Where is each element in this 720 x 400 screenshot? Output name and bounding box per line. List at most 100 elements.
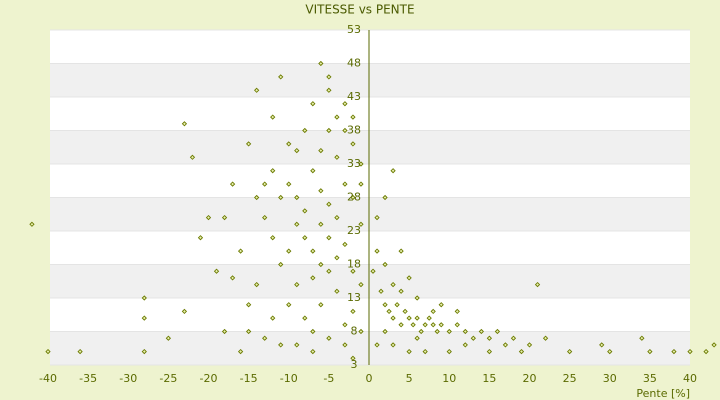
point: [342, 127, 348, 134]
point: [687, 348, 693, 355]
grid-band: [50, 130, 690, 164]
point: [382, 261, 388, 268]
point: [245, 302, 252, 308]
point: [245, 328, 252, 335]
point: [262, 181, 268, 187]
point: [189, 154, 196, 160]
point: [414, 335, 420, 341]
point: [237, 248, 244, 254]
point: [711, 342, 717, 348]
point: [534, 281, 541, 288]
y-tick-label: 53: [347, 23, 361, 36]
y-tick-label: 23: [347, 224, 361, 237]
grid-band: [50, 63, 690, 97]
point: [406, 348, 412, 355]
y-tick-label: 33: [347, 157, 361, 170]
point: [77, 348, 83, 355]
point: [270, 114, 276, 120]
point: [350, 114, 356, 120]
point: [270, 315, 276, 321]
point: [446, 348, 452, 355]
point: [286, 248, 292, 254]
point: [342, 181, 348, 187]
point: [350, 355, 356, 361]
point: [426, 315, 432, 321]
point: [229, 275, 236, 281]
point: [286, 181, 292, 187]
grid-band: [50, 331, 690, 365]
x-tick-label: 30: [603, 372, 617, 385]
point: [181, 121, 188, 127]
point: [386, 308, 392, 315]
point: [566, 348, 573, 355]
point: [310, 275, 316, 281]
point: [262, 335, 268, 341]
point: [454, 322, 460, 328]
point: [270, 168, 276, 174]
point: [334, 154, 340, 160]
point: [229, 181, 236, 187]
point: [462, 328, 468, 335]
point: [310, 168, 316, 174]
point: [318, 261, 324, 268]
point: [438, 322, 444, 328]
point: [394, 302, 400, 308]
point: [318, 60, 324, 67]
point: [390, 281, 396, 288]
point: [390, 168, 396, 174]
point: [221, 328, 228, 335]
x-tick-label: 35: [643, 372, 657, 385]
point: [278, 74, 284, 80]
point: [294, 342, 300, 348]
point: [639, 335, 645, 341]
x-tick-label: 40: [683, 372, 697, 385]
point: [703, 348, 709, 355]
y-tick-label: 13: [347, 291, 361, 304]
point: [418, 328, 424, 335]
point: [430, 322, 436, 328]
point: [671, 348, 677, 355]
point: [302, 235, 308, 241]
point: [607, 348, 613, 355]
point: [326, 235, 332, 241]
point: [478, 328, 484, 335]
point: [406, 315, 412, 321]
point: [278, 261, 284, 268]
point: [342, 342, 348, 348]
x-tick-label: -30: [119, 372, 137, 385]
point: [454, 308, 460, 315]
point: [302, 208, 308, 214]
x-tick-label: -5: [323, 372, 334, 385]
point: [262, 214, 268, 221]
x-tick-label: 5: [406, 372, 413, 385]
point: [374, 248, 380, 254]
point: [350, 141, 356, 147]
point: [438, 302, 444, 308]
grid-band: [50, 264, 690, 298]
y-tick-label: 8: [351, 325, 358, 338]
point: [510, 335, 517, 341]
point: [294, 221, 300, 227]
point: [358, 281, 364, 288]
point: [294, 194, 300, 201]
point: [181, 308, 188, 315]
point: [237, 348, 244, 355]
point: [350, 194, 356, 201]
point: [402, 308, 408, 315]
x-tick-label: 0: [366, 372, 373, 385]
point: [358, 161, 364, 167]
point: [378, 288, 384, 294]
point: [430, 308, 436, 315]
point: [350, 268, 356, 274]
point: [398, 248, 404, 254]
y-tick-label: 38: [347, 124, 361, 137]
y-tick-label: 28: [347, 191, 361, 204]
x-tick-label: 25: [563, 372, 577, 385]
point: [470, 335, 476, 341]
point: [382, 194, 388, 201]
point: [410, 322, 416, 328]
point: [326, 268, 332, 274]
point: [434, 328, 440, 335]
y-tick-label: 3: [351, 358, 358, 371]
point: [254, 194, 260, 201]
